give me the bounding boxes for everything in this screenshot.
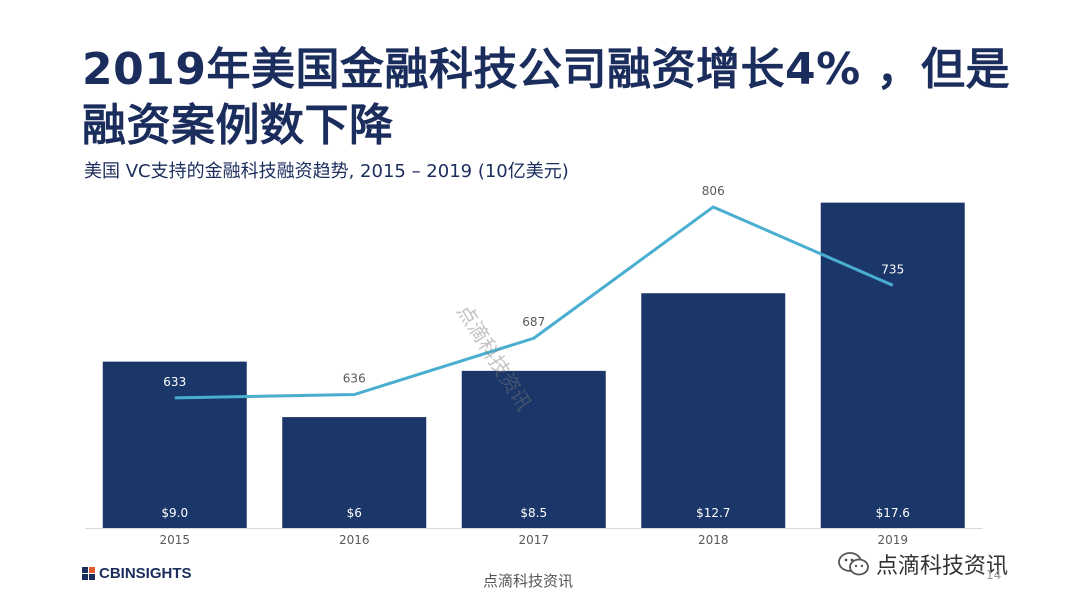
x-tick-label: 2017 xyxy=(518,533,549,547)
slide-title: 2019年美国金融科技公司融资增长4% ，但是融资案例数下降 xyxy=(82,44,1010,151)
line-value-label: 735 xyxy=(881,262,904,276)
line-value-label: 806 xyxy=(702,184,725,198)
brand-logo: CBINSIGHTS xyxy=(82,565,192,582)
bar-value-label: $9.0 xyxy=(161,506,188,520)
wechat-icon xyxy=(838,552,869,576)
bar-value-label: $17.6 xyxy=(876,506,910,520)
x-tick-label: 2016 xyxy=(339,533,370,547)
funding-bar xyxy=(461,370,606,528)
bar-value-label: $12.7 xyxy=(696,506,730,520)
bottom-caption: 点滴科技资讯 xyxy=(483,572,574,590)
funding-bar xyxy=(820,202,965,529)
funding-bar xyxy=(641,293,786,528)
funding-bar xyxy=(282,417,427,528)
x-tick-label: 2015 xyxy=(159,533,190,547)
funding-bar xyxy=(102,361,247,528)
x-tick-label: 2019 xyxy=(877,533,908,547)
line-value-label: 636 xyxy=(343,372,366,386)
bar-value-label: $8.5 xyxy=(520,506,547,520)
x-tick-label: 2018 xyxy=(698,533,729,547)
bar-value-label: $6 xyxy=(347,506,362,520)
cbinsights-logo-icon xyxy=(82,567,95,580)
chart-subtitle: 美国 VC支持的金融科技融资趋势, 2015 – 2019 (10亿美元) xyxy=(84,161,569,182)
wechat-label: 点滴科技资讯 xyxy=(876,554,1009,579)
brand-name: CBINSIGHTS xyxy=(99,565,192,582)
wechat-badge: 点滴科技资讯 xyxy=(838,548,1008,580)
deal-count-line xyxy=(174,205,894,400)
page-number: 14 xyxy=(986,568,1002,582)
line-value-label: 633 xyxy=(163,375,186,389)
line-value-label: 687 xyxy=(522,315,545,329)
